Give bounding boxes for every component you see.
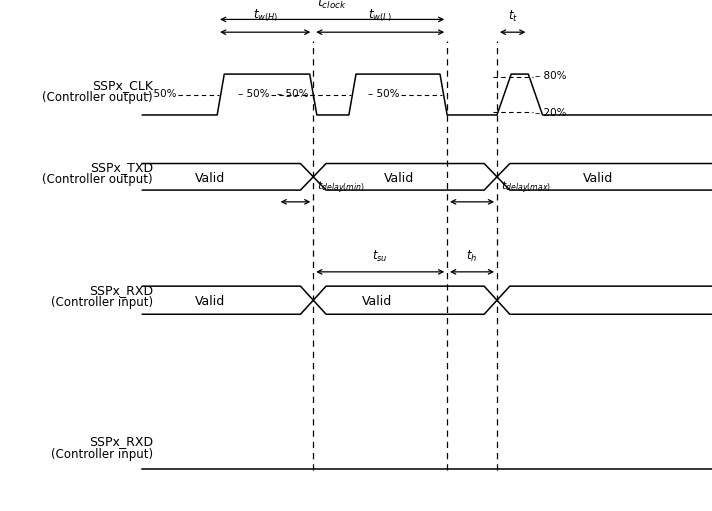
Text: SSPx_RXD: SSPx_RXD [89,435,153,449]
Text: – 50%: – 50% [277,88,308,99]
Text: SSPx_RXD: SSPx_RXD [89,285,153,297]
Text: – 50%: – 50% [368,88,399,99]
Text: – 20%: – 20% [535,108,567,119]
Text: – 50%: – 50% [238,88,269,99]
Text: $t_{su}$: $t_{su}$ [372,248,388,264]
Text: (Controller input): (Controller input) [51,296,153,309]
Text: – 80%: – 80% [535,71,567,81]
Text: (Controller output): (Controller output) [43,173,153,186]
Text: $t_{w(L)}$: $t_{w(L)}$ [368,8,392,24]
Text: Valid: Valid [195,172,225,185]
Text: Valid: Valid [362,295,392,308]
Text: SSPx_TXD: SSPx_TXD [90,161,153,174]
Text: Valid: Valid [195,295,225,308]
Text: $t_t$: $t_t$ [508,9,518,24]
Text: Valid: Valid [583,172,613,185]
Text: (Controller output): (Controller output) [43,90,153,104]
Text: (Controller input): (Controller input) [51,448,153,461]
Text: $t_{w(H)}$: $t_{w(H)}$ [253,8,278,24]
Text: $t_h$: $t_h$ [466,248,478,264]
Text: Valid: Valid [384,172,414,185]
Text: $t_{clock}$: $t_{clock}$ [318,0,347,11]
Text: SSPx_CLK: SSPx_CLK [92,79,153,92]
Text: – 50%: – 50% [145,88,177,99]
Text: $t_{delay(min)}$: $t_{delay(min)}$ [317,179,365,196]
Text: $t_{delay(max)}$: $t_{delay(max)}$ [501,179,550,196]
